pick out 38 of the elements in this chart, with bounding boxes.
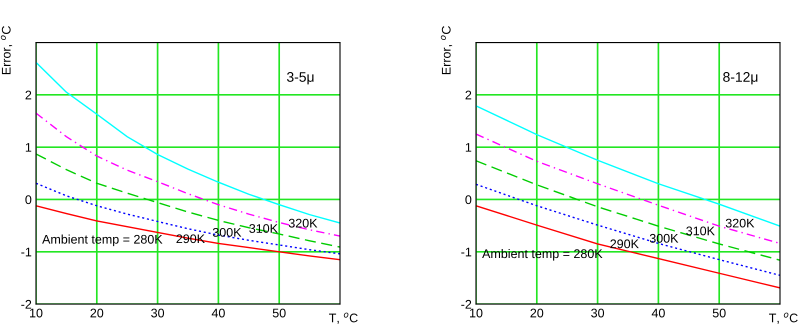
x-tick-label: 50 [272,308,286,318]
series-label: 290K [610,239,639,248]
series-label: 310K [686,226,715,236]
line-series [476,184,780,276]
line-series [476,105,780,227]
x-tick-label: 30 [591,308,604,318]
y-tick-label: -1 [461,248,472,256]
x-axis-title: T, $^{o}$C [329,312,358,324]
x-tick-label: 40 [212,308,225,318]
x-tick-label: 40 [652,308,665,318]
y-tick-label: -1 [21,248,32,256]
line-series [36,182,340,255]
x-tick-label: 10 [30,308,42,318]
annotation: 3-5μ [286,72,314,84]
x-tick-label: 10 [470,308,482,318]
line-series [36,153,340,248]
series-label: 320K [288,218,318,228]
series-label: 310K [249,224,278,233]
x-axis-title: T, $^{o}$C [769,312,798,324]
line-series [476,205,780,289]
line-series [36,205,340,260]
y-tick-label: 0 [465,195,472,204]
line-series [476,160,780,261]
y-tick-label: 0 [25,195,32,204]
x-tick-label: 20 [90,308,104,318]
y-tick-label: 2 [466,90,472,100]
x-tick-label: 50 [712,308,726,318]
y-tick-label: 2 [26,90,32,100]
x-tick-label: 20 [530,308,544,318]
annotation: 8-12μ [723,72,758,84]
y-tick-label: -2 [461,300,472,309]
y-tick-label: 1 [26,143,32,152]
y-axis-title: Error, $^{o}$C [440,26,452,74]
y-tick-label: 1 [466,143,472,152]
y-axis-title: Error, $^{o}$C [0,26,12,74]
x-tick-label: 30 [151,308,164,318]
series-label: 320K [726,218,754,228]
y-tick-label: -2 [21,300,32,309]
